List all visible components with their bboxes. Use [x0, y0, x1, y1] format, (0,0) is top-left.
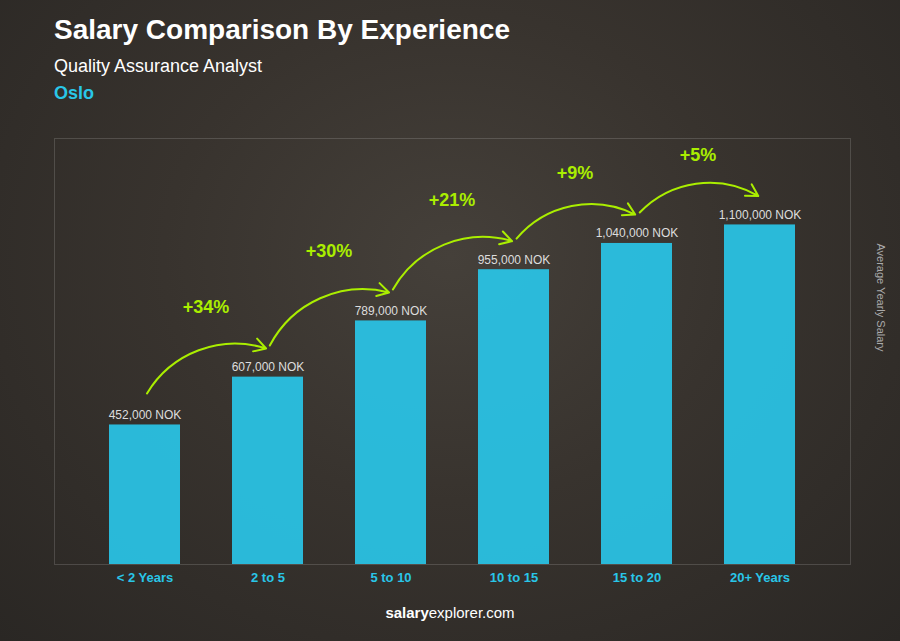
- svg-text:955,000 NOK: 955,000 NOK: [478, 253, 551, 267]
- svg-text:1,040,000 NOK: 1,040,000 NOK: [596, 226, 679, 240]
- html-text:Oslo: Oslo: [54, 83, 94, 103]
- html-text:salary explorer.com: salary explorer.com: [385, 604, 515, 621]
- svg-text:5 to 10: 5 to 10: [370, 570, 411, 585]
- svg-text:< 2 Years: < 2 Years: [117, 570, 174, 585]
- svg-text:789,000 NOK: 789,000 NOK: [355, 304, 428, 318]
- svg-text:Average Yearly Salary: Average Yearly Salary: [875, 243, 887, 352]
- svg-text:+34%: +34%: [183, 297, 230, 317]
- html-text:Salary Comparison By Experienc: Salary Comparison By Experience: [54, 14, 510, 45]
- svg-text:452,000 NOK: 452,000 NOK: [109, 408, 182, 422]
- svg-text:+21%: +21%: [429, 190, 476, 210]
- html-text:Quality Assurance Analyst: Quality Assurance Analyst: [54, 56, 263, 76]
- svg-text:+5%: +5%: [680, 145, 717, 165]
- svg-text:+30%: +30%: [306, 241, 353, 261]
- svg-text:2 to 5: 2 to 5: [251, 570, 285, 585]
- svg-text:15 to 20: 15 to 20: [613, 570, 661, 585]
- svg-text:20+ Years: 20+ Years: [730, 570, 790, 585]
- svg-text:1,100,000 NOK: 1,100,000 NOK: [719, 208, 802, 222]
- svg-text:+9%: +9%: [557, 163, 594, 183]
- svg-text:10 to 15: 10 to 15: [490, 570, 538, 585]
- svg-text:607,000 NOK: 607,000 NOK: [232, 360, 305, 374]
